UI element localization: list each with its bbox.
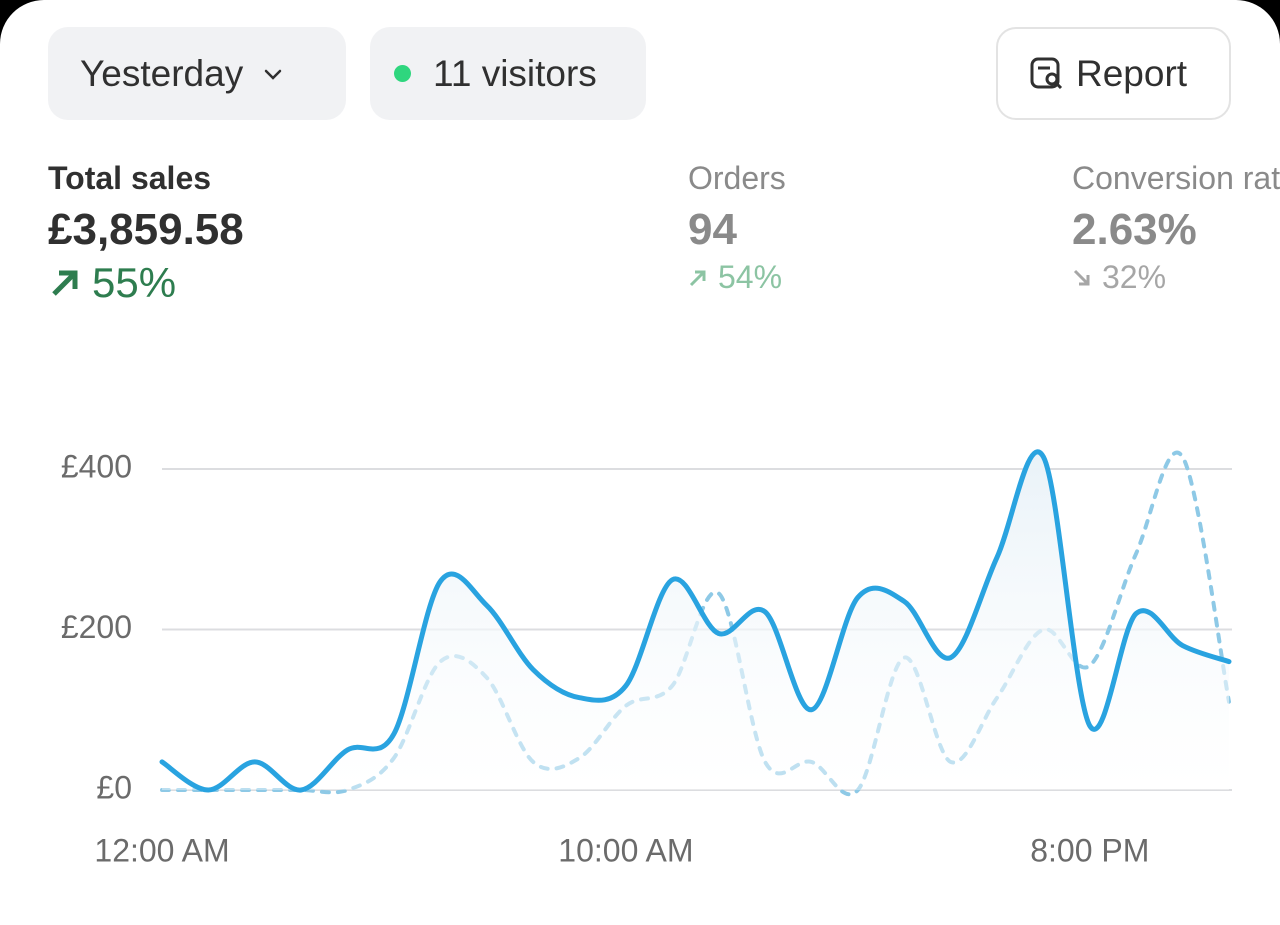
visitors-pill[interactable]: 11 visitors <box>370 27 646 120</box>
x-tick-label: 8:00 PM <box>1030 832 1149 868</box>
metric-label: Orders <box>688 160 786 196</box>
metric-change: 54% <box>688 259 786 296</box>
metric-value: £3,859.58 <box>48 205 244 254</box>
live-dot <box>394 65 411 82</box>
metric-change: 55% <box>48 259 244 307</box>
up-arrow <box>689 270 706 286</box>
report-label: Report <box>1076 52 1188 94</box>
up-arrow <box>52 270 78 296</box>
visitors-label: 11 visitors <box>433 52 597 94</box>
down-arrow <box>1073 269 1090 285</box>
metric-change: 32% <box>1072 259 1280 296</box>
y-tick-label: £200 <box>61 609 132 645</box>
metric-change-value: 54% <box>718 259 783 295</box>
report-icon <box>1030 57 1063 89</box>
metric-value: 2.63% <box>1072 205 1197 254</box>
date-filter-label: Yesterday <box>80 52 244 94</box>
y-tick-label: £400 <box>61 448 132 484</box>
metric-value: 94 <box>688 205 737 254</box>
y-tick-label: £0 <box>96 769 132 805</box>
date-filter[interactable]: Yesterday <box>48 27 346 120</box>
metric-label: Conversion rate <box>1072 160 1280 196</box>
x-tick-label: 10:00 AM <box>558 832 693 868</box>
metric-change-value: 55% <box>92 259 177 306</box>
metric-change-value: 32% <box>1102 259 1167 295</box>
line-area <box>162 451 1229 791</box>
x-tick-label: 12:00 AM <box>94 832 229 868</box>
metric-total-sales[interactable]: Total sales £3,859.58 55% <box>48 160 244 307</box>
metric-orders[interactable]: Orders 94 54% <box>688 160 786 296</box>
line <box>159 449 1232 793</box>
chevron-icon <box>264 69 282 80</box>
report-button[interactable]: Report <box>996 27 1231 120</box>
metric-label: Total sales <box>48 160 212 196</box>
metric-conversion[interactable]: Conversion rate 2.63% 32% <box>1072 160 1280 296</box>
